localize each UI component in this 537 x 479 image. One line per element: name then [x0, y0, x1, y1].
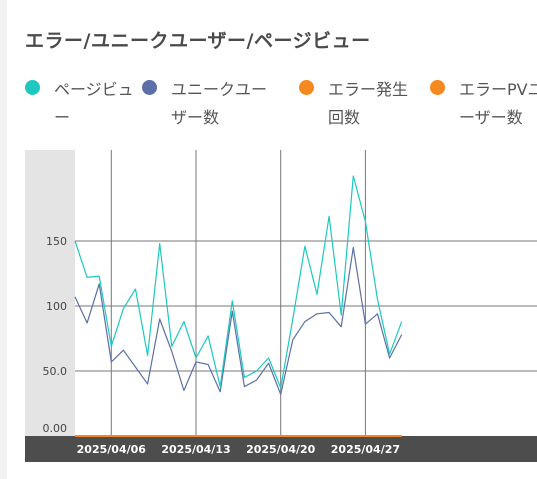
- chart-title: エラー/ユニークユーザー/ページビュー: [25, 30, 371, 52]
- legend-marker-pageviews: [25, 80, 40, 95]
- chart-card: エラー/ユニークユーザー/ページビュー ページビュー ユニークユーザー数 エラー…: [7, 0, 537, 479]
- y-tick-label: 50.0: [43, 365, 68, 378]
- legend-label-unique-users: ユニークユーザー数: [171, 80, 268, 127]
- legend-item-error-pv-users[interactable]: エラーPVユーザー数: [430, 76, 537, 132]
- x-tick-label: 2025/04/27: [331, 443, 400, 456]
- legend-item-error-count[interactable]: エラー発生回数: [299, 76, 418, 132]
- y-tick-label: 0.00: [43, 422, 68, 435]
- x-tick-label: 2025/04/20: [246, 443, 316, 456]
- legend-item-unique-users[interactable]: ユニークユーザー数: [142, 76, 281, 132]
- legend-marker-unique-users: [142, 80, 157, 95]
- line-chart-svg: 0.00 50.0 100 150 2025/04/06 2025/04/13 2025/0…: [25, 150, 537, 462]
- legend-label-pageviews: ページビュー: [54, 80, 134, 127]
- legend-marker-error-pv-users: [430, 80, 445, 95]
- series-line-1: [74, 175, 403, 389]
- x-tick-label: 2025/04/13: [161, 443, 230, 456]
- legend-marker-error-count: [299, 80, 314, 95]
- legend-item-pageviews[interactable]: ページビュー: [25, 76, 134, 132]
- legend-label-error-pv-users: エラーPVユーザー数: [459, 80, 537, 127]
- y-tick-label: 150: [46, 235, 67, 248]
- legend-label-error-count: エラー発生回数: [328, 80, 409, 127]
- plot-background: [75, 150, 537, 436]
- chart-area: 0.00 50.0 100 150 2025/04/06 2025/04/13 2025/0…: [7, 140, 537, 479]
- y-tick-label: 100: [46, 300, 67, 313]
- legend: ページビュー ユニークユーザー数 エラー発生回数 エラーPVユーザー数: [7, 76, 537, 136]
- series-line-2: [74, 246, 403, 395]
- x-tick-label: 2025/04/06: [77, 443, 147, 456]
- y-axis-gutter: [25, 150, 75, 436]
- x-axis-band: [25, 436, 537, 462]
